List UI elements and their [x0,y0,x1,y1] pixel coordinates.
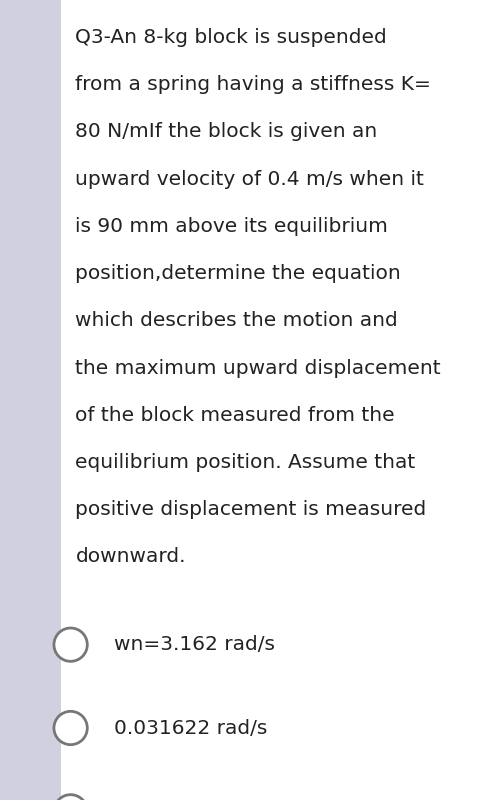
Text: position,determine the equation: position,determine the equation [75,264,401,283]
Text: 80 N/mIf the block is given an: 80 N/mIf the block is given an [75,122,378,142]
Text: of the block measured from the: of the block measured from the [75,406,395,425]
Text: is 90 mm above its equilibrium: is 90 mm above its equilibrium [75,217,388,236]
FancyBboxPatch shape [61,0,487,800]
Ellipse shape [54,711,87,745]
Ellipse shape [54,628,87,662]
Text: from a spring having a stiffness K=: from a spring having a stiffness K= [75,75,431,94]
Ellipse shape [54,794,87,800]
Text: equilibrium position. Assume that: equilibrium position. Assume that [75,453,416,472]
Text: wn=3.162 rad/s: wn=3.162 rad/s [114,635,276,654]
Text: Q3-An 8-kg block is suspended: Q3-An 8-kg block is suspended [75,28,387,47]
Text: downward.: downward. [75,547,186,566]
Text: upward velocity of 0.4 m/s when it: upward velocity of 0.4 m/s when it [75,170,424,189]
Text: positive displacement is measured: positive displacement is measured [75,500,427,519]
Text: the maximum upward displacement: the maximum upward displacement [75,358,441,378]
Text: which describes the motion and: which describes the motion and [75,311,398,330]
Text: 0.031622 rad/s: 0.031622 rad/s [114,718,268,738]
FancyBboxPatch shape [0,0,61,800]
